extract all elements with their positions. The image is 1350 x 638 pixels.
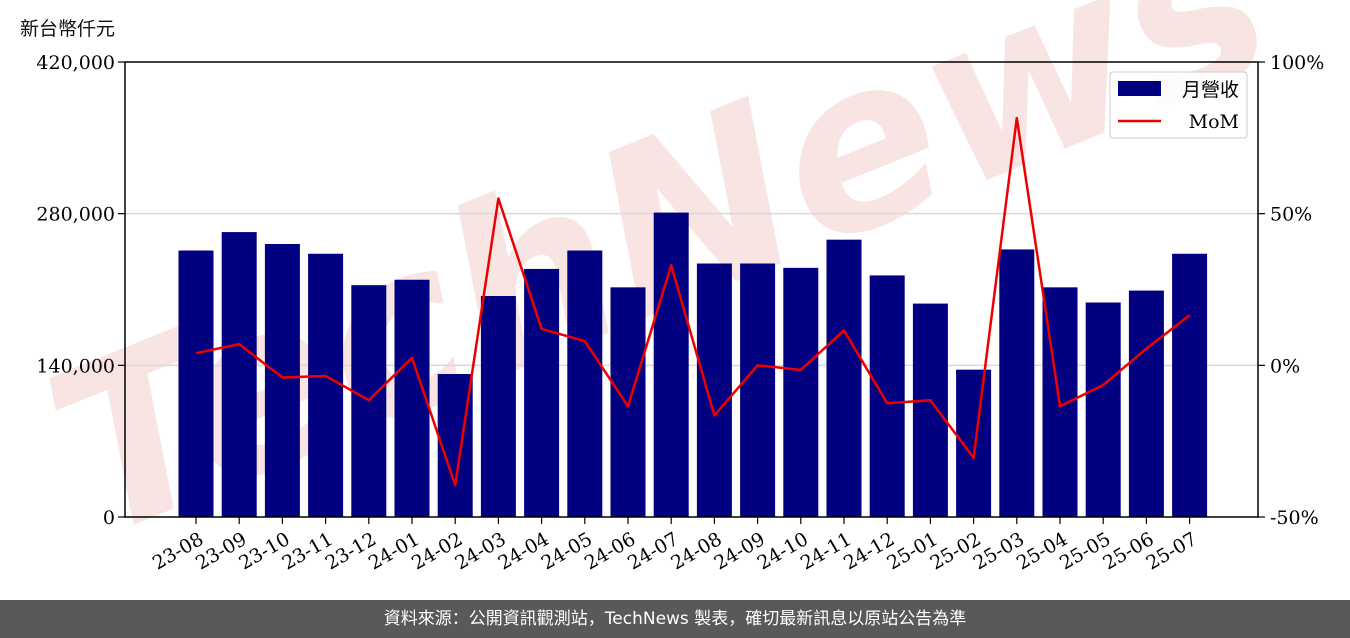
x-tick-label: 25-07: [1142, 528, 1200, 574]
revenue-bar: [999, 249, 1035, 517]
y-left-tick-label: 140,000: [36, 355, 115, 377]
revenue-bar: [826, 239, 862, 517]
revenue-bar: [178, 250, 214, 517]
y-left-tick-label: 280,000: [36, 204, 115, 226]
legend-bar-swatch: [1118, 81, 1161, 96]
revenue-bar: [740, 263, 776, 517]
revenue-bar: [783, 267, 819, 517]
revenue-bar: [912, 303, 948, 517]
revenue-bar: [1085, 302, 1121, 517]
mom-line: [195, 116, 1191, 487]
mom-series-line: [195, 116, 1191, 487]
revenue-bar: [653, 212, 689, 518]
y-right-tick-label: 0%: [1270, 355, 1300, 377]
revenue-bar: [394, 279, 430, 517]
legend-bar-label: 月營收: [1182, 79, 1239, 101]
y-left-tick-label: 420,000: [36, 52, 115, 74]
revenue-bar: [437, 374, 473, 517]
revenue-bar: [1128, 290, 1164, 517]
revenue-bar: [264, 244, 300, 517]
revenue-bar: [480, 296, 516, 517]
y-right-tick-label: 50%: [1270, 204, 1312, 226]
revenue-bar: [524, 268, 560, 517]
revenue-bar: [696, 263, 732, 517]
y-left-tick-label: 0: [103, 507, 115, 529]
revenue-bar: [308, 253, 344, 517]
y-right-tick-label: 100%: [1270, 52, 1324, 74]
legend: 月營收 MoM: [1109, 71, 1248, 139]
y-right-tick-label: -50%: [1270, 507, 1319, 529]
plot-frame: [124, 61, 1259, 518]
revenue-bars: [178, 212, 1208, 518]
revenue-bar: [1172, 253, 1208, 517]
revenue-chart: TechNews 0140,000280,000420,000-50%0%50%…: [17, 0, 1325, 591]
revenue-bar: [221, 232, 257, 518]
source-footer: 資料來源：公開資訊觀測站，TechNews 製表，確切最新訊息以原站公告為準: [0, 600, 1350, 638]
y-axis-unit-label: 新台幣仟元: [20, 18, 116, 40]
legend-line-label: MoM: [1189, 111, 1239, 133]
revenue-bar: [869, 275, 905, 517]
revenue-bar: [567, 250, 603, 517]
